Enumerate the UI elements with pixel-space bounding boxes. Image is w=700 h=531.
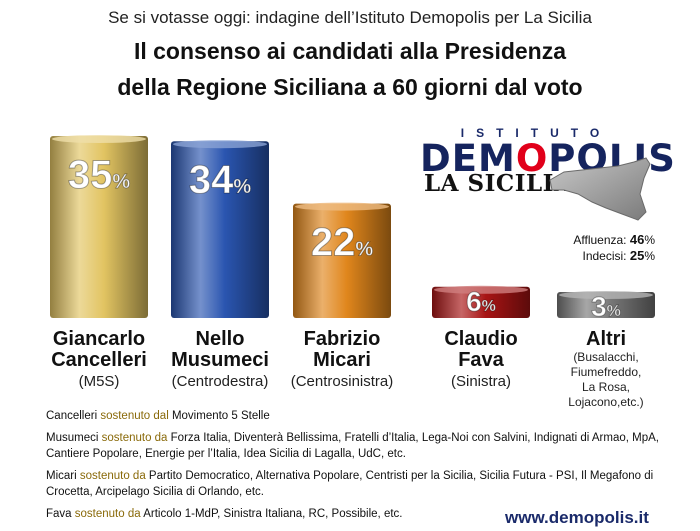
note-musumeci: Musumeci sostenuto da Forza Italia, Dive… (46, 432, 659, 460)
chart-title-line-2: della Regione Siciliana a 60 giorni dal … (117, 74, 583, 100)
bar-4 (432, 286, 530, 318)
coalition-notes: Cancelleri sostenuto dal Movimento 5 Ste… (46, 408, 666, 528)
bar-top-highlight (173, 140, 267, 149)
website-link[interactable]: www.demopolis.it (505, 508, 649, 527)
bar-top-highlight (434, 285, 528, 294)
candidate-party: (M5S) (78, 373, 120, 390)
bar-value-label: 3% (591, 291, 621, 322)
note-micari: Micari sostenuto da Partito Democratico,… (46, 470, 654, 498)
altri-detail-line: Lojacono,etc.) (568, 395, 644, 409)
sicily-map-icon (549, 157, 651, 221)
affluenza-line: Affluenza: 46% (573, 232, 655, 247)
candidate-party: (Sinistra) (450, 373, 511, 390)
bar-value-label: 22% (311, 221, 374, 265)
altri-detail-line: Fiumefreddo, (570, 365, 642, 379)
candidate-first-name: Claudio (444, 328, 518, 350)
candidate-last-name: Micari (313, 349, 371, 371)
bar-top-highlight (295, 202, 389, 211)
category-label-fava: Claudio Fava (Sinistra) (411, 329, 551, 392)
chart-title-line-1: Il consenso ai candidati alla Presidenza (133, 38, 567, 64)
candidate-party: (Centrodestra) (171, 373, 269, 390)
category-label-micari: Fabrizio Micari (Centrosinistra) (272, 329, 412, 392)
altri-detail-line: (Busalacchi, (573, 350, 639, 364)
logo-istituto-text: ISTITUTO (460, 126, 612, 140)
bar-value-label: 6% (466, 286, 496, 317)
note-cancelleri: Cancelleri sostenuto dal Movimento 5 Ste… (46, 410, 270, 422)
bar-2 (171, 141, 269, 318)
bar-5 (557, 292, 655, 318)
candidate-last-name: Cancelleri (51, 349, 147, 371)
altri-detail-line: La Rosa, (581, 380, 631, 394)
candidate-first-name: Altri (586, 328, 626, 350)
category-label-cancelleri: Giancarlo Cancelleri (M5S) (29, 329, 169, 392)
note-fava: Fava sostenuto da Articolo 1-MdP, Sinist… (46, 508, 403, 520)
category-label-altri: Altri (Busalacchi, Fiumefreddo, La Rosa,… (536, 329, 676, 410)
candidate-first-name: Giancarlo (52, 328, 146, 350)
turnout-stats: Affluenza: 46% Indecisi: 25% (522, 232, 655, 264)
bar-top-highlight (559, 291, 653, 299)
la-sicilia-logo: LA SICILIA (424, 170, 573, 197)
candidate-first-name: Fabrizio (303, 328, 381, 350)
candidate-first-name: Nello (195, 328, 245, 350)
category-label-musumeci: Nello Musumeci (Centrodestra) (150, 329, 290, 392)
bar-3 (293, 203, 391, 318)
bar-value-label: 35% (68, 153, 131, 197)
supertitle: Se si votasse oggi: indagine dell’Istitu… (108, 8, 592, 27)
bar-value-label: 34% (189, 158, 252, 202)
bar-top-highlight (52, 135, 146, 143)
indecisi-line: Indecisi: 25% (582, 248, 655, 263)
candidate-last-name: Musumeci (171, 349, 269, 371)
bar-1 (50, 136, 148, 318)
candidate-last-name: Fava (458, 349, 504, 371)
candidate-party: (Centrosinistra) (290, 373, 394, 390)
